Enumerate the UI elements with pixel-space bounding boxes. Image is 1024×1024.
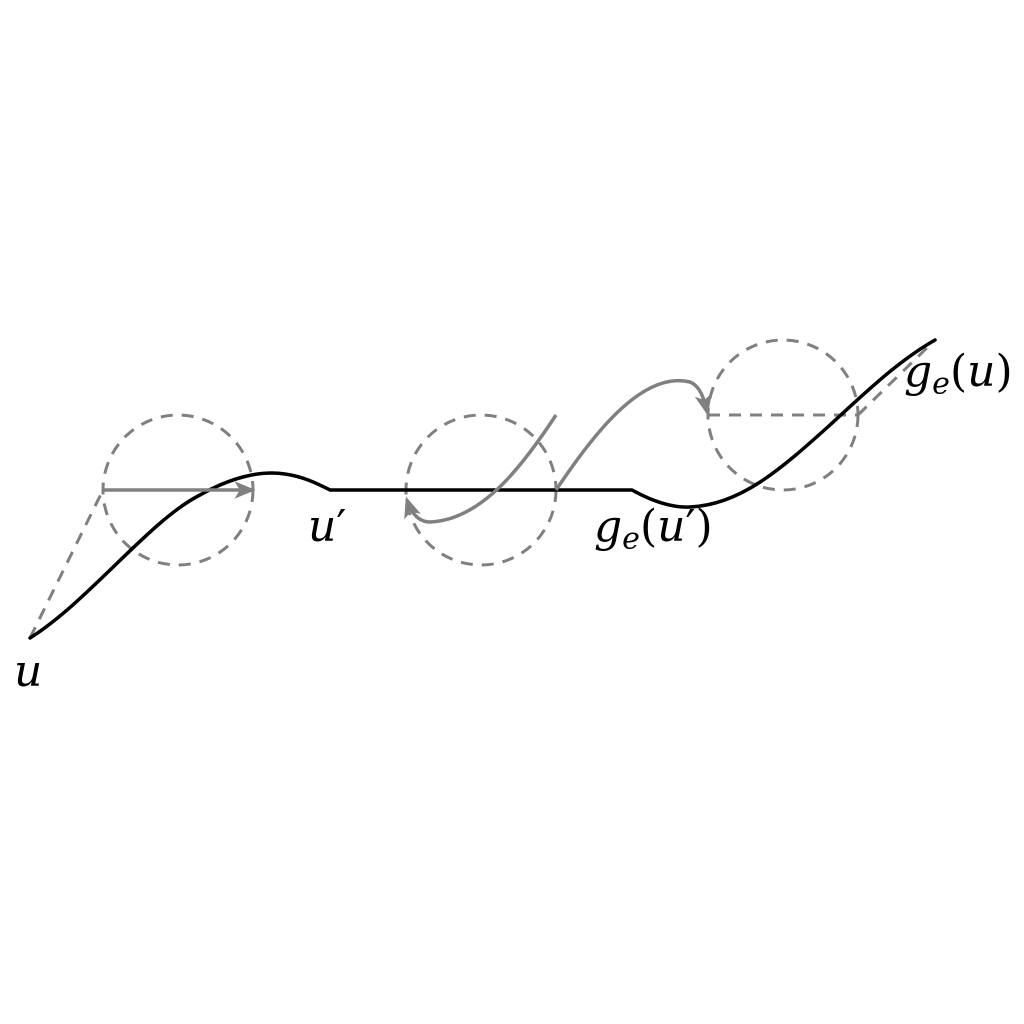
label-ge-u-prime-open: ( [640,501,657,552]
label-ge-u-prime-arg: u [657,501,685,552]
label-ge-u-prime-mark: ′ [685,501,695,552]
label-ge-u-prime-sub: e [622,522,640,557]
label-u-prime-base: u [308,501,336,552]
label-ge-u-sub: e [932,367,950,402]
label-ge-u-prime-close: ) [695,501,712,552]
label-u-prime: u′ [308,505,346,549]
arrow-2 [407,415,556,522]
label-ge-u-prime: ge(u′) [594,505,713,555]
label-ge-u-open: ( [950,346,967,397]
label-ge-u: ge(u) [904,350,1013,400]
label-u-prime-mark: ′ [336,501,346,552]
label-ge-u-prime-func: g [594,501,622,552]
dashed-segment-left [30,490,103,638]
label-ge-u-arg: u [967,346,995,397]
arrow-3 [556,381,707,490]
label-ge-u-close: ) [995,346,1012,397]
label-u: u [14,650,42,694]
label-ge-u-func: g [904,346,932,397]
label-u-text: u [14,646,42,697]
